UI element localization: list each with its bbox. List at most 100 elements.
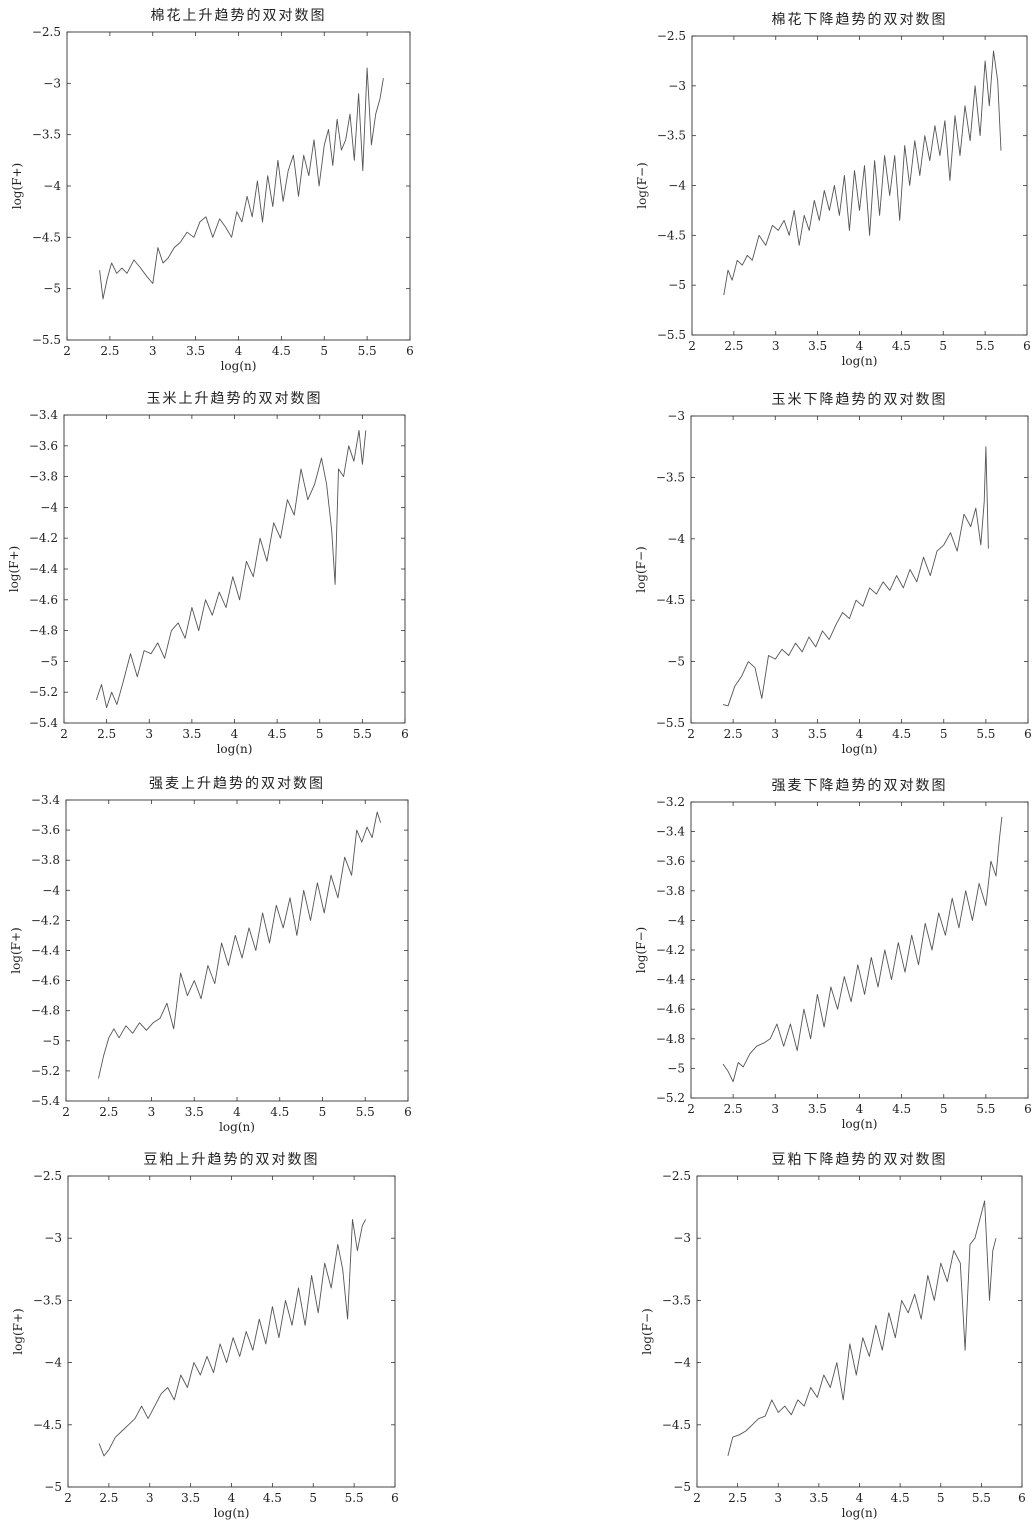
y-tick-label: −3 [44, 1231, 62, 1245]
chart-svg-1: 棉花下降趋势的双对数图 2 2.5 3 3.5 4 4.5 5 5.5 6 −5.5 −5 −4.5 −4… [635, 11, 1031, 368]
x-axis-label: log(n) [842, 1117, 878, 1131]
y-tick-label: −4.5 [657, 228, 686, 242]
series-line [722, 446, 989, 707]
x-tick-label: 4 [233, 1105, 241, 1119]
series-line [723, 50, 1002, 296]
chart-panel-0: 棉花上升趋势的双对数图 2 2.5 3 3.5 4 4.5 5 5.5 6 −5.5 −5 −4.5 −4… [5, 2, 422, 380]
y-tick-label: −3 [668, 79, 686, 93]
x-tick-label: 3.5 [186, 344, 205, 358]
x-tick-label: 2 [62, 1105, 70, 1119]
chart-title: 强麦下降趋势的双对数图 [772, 778, 948, 794]
x-tick-label: 3 [149, 344, 157, 358]
x-tick-label: 3 [146, 1491, 154, 1505]
y-tick-label: −4.4 [656, 973, 686, 987]
x-tick-label: 2 [688, 339, 696, 353]
chart-panel-6: 豆粕上升趋势的双对数图 2 2.5 3 3.5 4 4.5 5 5.5 6 −5 −4.5 −4 −3.5… [6, 1146, 407, 1527]
x-tick-label: 2 [687, 727, 695, 741]
y-tick-label: −5 [42, 1034, 60, 1048]
plot-frame [66, 31, 411, 341]
x-tick-label: 6 [1018, 1491, 1026, 1505]
y-tick-label: −4.5 [662, 1418, 691, 1432]
chart-svg-4: 强麦上升趋势的双对数图 2 2.5 3 3.5 4 4.5 5 5.5 6 −5.4 −5.2 −5 −4… [9, 776, 412, 1134]
y-axis-label: log(F−) [634, 546, 648, 593]
series-line [727, 1200, 997, 1457]
x-axis-label: log(n) [214, 1506, 250, 1520]
x-tick-label: 2 [63, 344, 71, 358]
y-tick-label: −5 [43, 282, 61, 296]
y-axis-label: log(F+) [9, 927, 23, 974]
y-tick-label: −3.8 [31, 853, 60, 867]
x-axis-label: log(n) [217, 742, 253, 756]
x-tick-label: 4 [856, 339, 864, 353]
x-tick-label: 6 [1024, 727, 1032, 741]
x-tick-label: 4 [856, 1491, 864, 1505]
x-tick-label: 5 [320, 344, 328, 358]
x-tick-label: 5.5 [345, 1491, 364, 1505]
y-tick-label: −4 [667, 532, 685, 546]
y-tick-label: −5 [668, 278, 686, 292]
x-tick-label: 6 [391, 1491, 399, 1505]
chart-title: 棉花上升趋势的双对数图 [151, 7, 327, 24]
y-tick-label: −4 [667, 913, 685, 927]
y-tick-label: −5.5 [657, 328, 686, 342]
y-tick-label: −5.4 [29, 716, 59, 730]
x-tick-label: 5 [319, 1105, 327, 1119]
y-tick-label: −4.4 [31, 944, 61, 958]
x-tick-label: 5.5 [976, 727, 995, 741]
y-tick-label: −4 [44, 1356, 62, 1370]
y-tick-label: −4.2 [31, 913, 60, 927]
x-tick-label: 4.5 [892, 727, 911, 741]
x-tick-label: 3.5 [808, 1102, 827, 1116]
x-tick-label: 3 [774, 1491, 782, 1505]
y-tick-label: −4.5 [32, 230, 61, 244]
chart-title: 棉花下降趋势的双对数图 [772, 11, 948, 28]
x-tick-label: 2 [64, 1491, 72, 1505]
x-tick-label: 3 [772, 339, 780, 353]
chart-title: 玉米上升趋势的双对数图 [147, 391, 323, 407]
y-tick-label: −3.8 [656, 884, 685, 898]
x-tick-label: 2.5 [724, 727, 743, 741]
x-tick-label: 3.5 [809, 1491, 828, 1505]
x-axis-label: log(n) [219, 1120, 255, 1134]
chart-svg-2: 玉米上升趋势的双对数图 2 2.5 3 3.5 4 4.5 5 5.5 6 −5.4 −5.2 −5 −4… [7, 391, 409, 756]
x-tick-label: 5 [940, 1102, 948, 1116]
x-tick-label: 5 [939, 339, 947, 353]
y-tick-label: −5.5 [656, 716, 685, 730]
y-tick-label: −5.2 [29, 685, 58, 699]
y-tick-label: −2.5 [662, 1169, 691, 1183]
chart-svg-7: 豆粕下降趋势的双对数图 2 2.5 3 3.5 4 4.5 5 5.5 6 −5 −4.5 −4 −3.5… [640, 1152, 1026, 1520]
y-tick-label: −5 [44, 1480, 62, 1494]
chart-svg-6: 豆粕上升趋势的双对数图 2 2.5 3 3.5 4 4.5 5 5.5 6 −5 −4.5 −4 −3.5… [11, 1152, 399, 1520]
y-tick-label: −3.5 [33, 1293, 62, 1307]
y-tick-label: −4 [42, 883, 60, 897]
x-tick-label: 2.5 [97, 727, 116, 741]
y-tick-label: −3.6 [31, 823, 60, 837]
chart-panel-2: 玉米上升趋势的双对数图 2 2.5 3 3.5 4 4.5 5 5.5 6 −5.4 −5.2 −5 −4… [2, 385, 417, 763]
y-tick-label: −4 [40, 500, 58, 514]
y-tick-label: −3.4 [29, 408, 59, 422]
x-tick-label: 6 [401, 727, 409, 741]
x-tick-label: 2.5 [99, 1491, 118, 1505]
x-tick-label: 2.5 [728, 1491, 747, 1505]
x-tick-label: 3 [771, 727, 779, 741]
y-axis-label: log(F−) [634, 927, 648, 974]
plot-frame [65, 799, 409, 1102]
x-tick-label: 4 [231, 727, 239, 741]
y-tick-label: −3.5 [657, 129, 686, 143]
y-tick-label: −4.4 [29, 562, 59, 576]
y-tick-label: −3.5 [32, 128, 61, 142]
x-tick-label: 3.5 [181, 1491, 200, 1505]
x-tick-label: 2.5 [724, 339, 743, 353]
series-line [95, 429, 367, 709]
y-tick-label: −4.8 [656, 1032, 685, 1046]
y-tick-label: −3.2 [656, 795, 685, 809]
y-tick-label: −5 [667, 655, 685, 669]
x-tick-label: 3 [145, 727, 153, 741]
x-tick-label: 6 [404, 1105, 412, 1119]
y-tick-label: −3.6 [656, 854, 685, 868]
y-tick-label: −3.4 [31, 793, 61, 807]
y-tick-label: −2.5 [33, 1169, 62, 1183]
chart-title: 玉米下降趋势的双对数图 [772, 392, 948, 408]
series-line [722, 816, 1003, 1083]
x-axis-label: log(n) [842, 1506, 878, 1520]
